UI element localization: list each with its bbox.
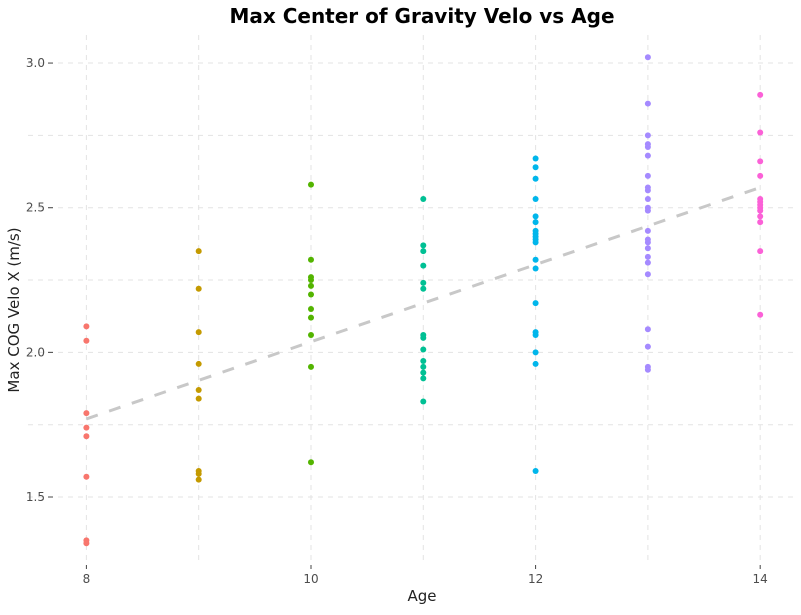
- data-point-age-12: [532, 196, 539, 203]
- data-point-age-11: [420, 279, 427, 286]
- y-axis-label: Max COG Velo X (m/s): [5, 227, 23, 392]
- data-point-age-11: [420, 248, 427, 255]
- data-point-age-12: [532, 213, 539, 220]
- data-point-age-13: [644, 271, 651, 278]
- data-point-age-13: [644, 245, 651, 252]
- data-point-age-10: [307, 181, 314, 188]
- data-point-age-10: [307, 332, 314, 339]
- data-point-age-12: [532, 360, 539, 367]
- data-point-age-8: [83, 473, 90, 480]
- data-point-age-11: [420, 285, 427, 292]
- y-tick-label: 2.5: [26, 201, 45, 215]
- data-point-age-9: [195, 386, 202, 393]
- y-tick-label: 1.5: [26, 490, 45, 504]
- data-point-age-11: [420, 242, 427, 249]
- data-point-age-9: [195, 360, 202, 367]
- data-point-age-13: [644, 239, 651, 246]
- data-point-age-9: [195, 395, 202, 402]
- data-point-age-14: [757, 158, 764, 165]
- data-point-age-13: [644, 227, 651, 234]
- data-point-age-12: [532, 239, 539, 246]
- chart-title: Max Center of Gravity Velo vs Age: [229, 4, 614, 28]
- data-point-age-14: [757, 207, 764, 214]
- y-tick-label: 3.0: [26, 56, 45, 70]
- data-point-age-12: [532, 219, 539, 226]
- data-point-age-11: [420, 334, 427, 341]
- data-point-age-10: [307, 459, 314, 466]
- data-point-age-12: [532, 175, 539, 182]
- data-point-age-14: [757, 311, 764, 318]
- data-point-age-14: [757, 172, 764, 179]
- data-point-age-14: [757, 219, 764, 226]
- data-point-age-10: [307, 291, 314, 298]
- data-point-age-13: [644, 143, 651, 150]
- data-point-age-9: [195, 285, 202, 292]
- data-point-age-13: [644, 207, 651, 214]
- data-point-age-8: [83, 323, 90, 330]
- x-tick-label: 8: [83, 572, 91, 586]
- data-point-age-13: [644, 100, 651, 107]
- data-point-age-10: [307, 256, 314, 263]
- data-point-age-14: [757, 248, 764, 255]
- y-tick-label: 2.0: [26, 345, 45, 359]
- data-point-age-13: [644, 253, 651, 260]
- data-point-age-8: [83, 433, 90, 440]
- data-point-age-9: [195, 248, 202, 255]
- data-point-age-12: [532, 349, 539, 356]
- data-point-age-9: [195, 470, 202, 477]
- x-axis-label: Age: [407, 587, 436, 605]
- data-point-age-8: [83, 540, 90, 547]
- data-point-age-10: [307, 277, 314, 284]
- data-point-age-13: [644, 343, 651, 350]
- data-point-age-14: [757, 213, 764, 220]
- data-point-age-11: [420, 363, 427, 370]
- data-point-age-11: [420, 398, 427, 405]
- data-point-age-13: [644, 326, 651, 333]
- data-point-age-11: [420, 346, 427, 353]
- data-point-age-11: [420, 375, 427, 382]
- data-point-age-10: [307, 314, 314, 321]
- x-tick-label: 10: [303, 572, 318, 586]
- data-point-age-10: [307, 363, 314, 370]
- x-tick-label: 12: [528, 572, 543, 586]
- data-point-age-13: [644, 366, 651, 373]
- data-point-age-10: [307, 282, 314, 289]
- data-point-age-13: [644, 152, 651, 159]
- data-point-age-12: [532, 332, 539, 339]
- data-point-age-11: [420, 262, 427, 269]
- data-point-age-12: [532, 164, 539, 171]
- data-point-age-8: [83, 410, 90, 417]
- data-point-age-12: [532, 155, 539, 162]
- data-point-age-11: [420, 369, 427, 376]
- data-point-age-9: [195, 329, 202, 336]
- data-point-age-12: [532, 265, 539, 272]
- data-point-age-13: [644, 187, 651, 194]
- data-point-age-12: [532, 300, 539, 307]
- data-point-age-14: [757, 129, 764, 136]
- x-tick-label: 14: [753, 572, 768, 586]
- data-point-age-11: [420, 196, 427, 203]
- data-point-age-8: [83, 424, 90, 431]
- data-point-age-10: [307, 305, 314, 312]
- data-point-age-13: [644, 132, 651, 139]
- data-point-age-8: [83, 337, 90, 344]
- data-point-age-13: [644, 172, 651, 179]
- trend-line: [85, 186, 761, 421]
- data-point-age-14: [757, 91, 764, 98]
- data-point-age-9: [195, 476, 202, 483]
- data-point-age-11: [420, 358, 427, 365]
- data-point-age-12: [532, 467, 539, 474]
- data-point-age-12: [532, 256, 539, 263]
- data-point-age-13: [644, 259, 651, 266]
- data-point-age-13: [644, 54, 651, 61]
- data-point-age-13: [644, 196, 651, 203]
